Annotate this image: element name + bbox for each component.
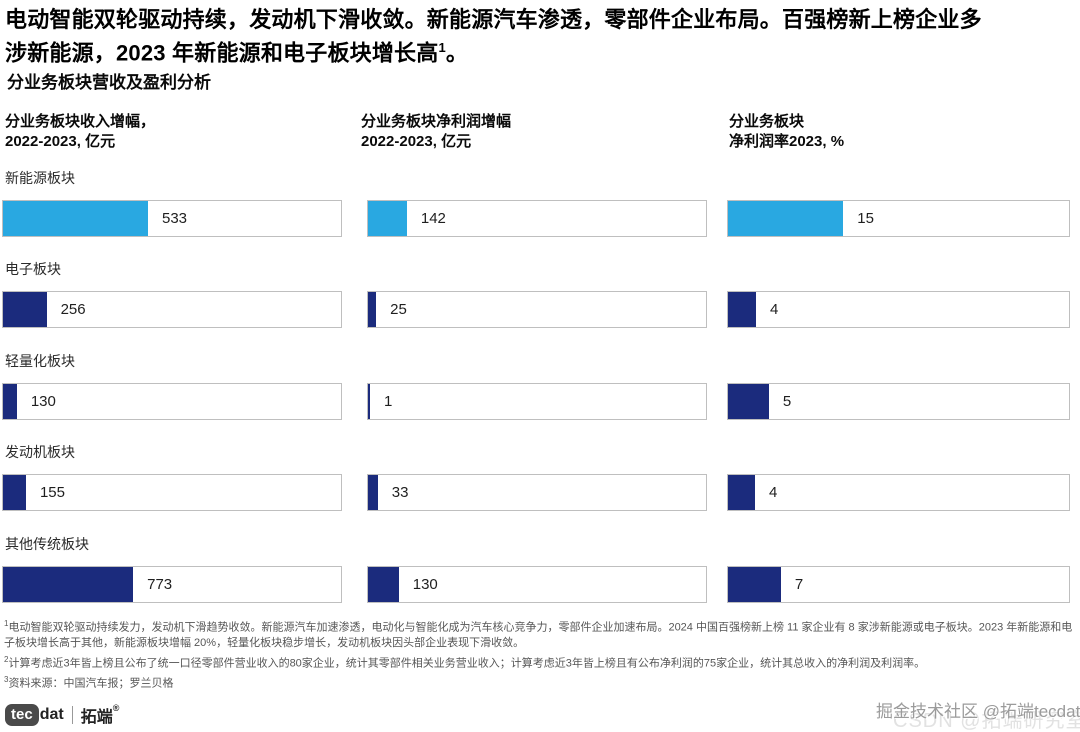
watermark-csdn: CSDN @拓端研究室 — [893, 710, 1080, 732]
bar-fill — [3, 567, 134, 602]
column-header-margin-line1: 分业务板块 — [729, 113, 805, 130]
bar-container: 15 — [727, 200, 1070, 237]
row-label: 其他传统板块 — [5, 536, 89, 552]
bar-value: 533 — [162, 210, 188, 227]
tecdat-logo-suffix: dat — [39, 706, 64, 723]
bar-value: 142 — [420, 210, 446, 227]
bar-fill — [368, 292, 377, 327]
footnote-2-marker: 2 — [4, 654, 9, 664]
footnote-1-text: 电动智能双轮驱动持续发力，发动机下滑趋势收敛。新能源汽车加速渗透，电动化与智能化… — [4, 621, 1073, 649]
bar-value: 130 — [412, 576, 438, 593]
footnote-source-marker: 3 — [4, 675, 9, 685]
title-line-1: 电动智能双轮驱动持续，发动机下滑收敛。新能源汽车渗透，零部件企业布局。百强榜新上… — [5, 7, 982, 32]
column-header-revenue: 分业务板块收入增幅， 2022-2023, 亿元 — [5, 112, 155, 152]
bar-container: 33 — [367, 474, 707, 511]
footnote-source-text: 资料来源：中国汽车报；罗兰贝格 — [8, 677, 174, 690]
title-period: 。 — [445, 40, 469, 66]
bar-fill — [728, 292, 756, 327]
tecdat-logo: tec dat 拓端® — [5, 702, 119, 728]
footnote-1: 1电动智能双轮驱动持续发力，发动机下滑趋势收敛。新能源汽车加速渗透，电动化与智能… — [4, 616, 1078, 651]
bar-fill — [3, 384, 17, 419]
bar-container: 4 — [727, 291, 1070, 328]
column-header-profit: 分业务板块净利润增幅 2022-2023, 亿元 — [361, 112, 511, 152]
title-footnote-marker: 1 — [438, 40, 446, 55]
bar-value: 155 — [39, 484, 65, 501]
bar-value: 25 — [390, 301, 407, 318]
row-label: 轻量化板块 — [5, 353, 75, 369]
bar-value: 1 — [384, 393, 393, 410]
bar-container: 25 — [367, 291, 707, 328]
column-header-revenue-line1: 分业务板块收入增幅， — [5, 113, 156, 130]
bar-container: 533 — [2, 200, 342, 237]
bar-container: 130 — [367, 566, 707, 603]
bar-value: 15 — [857, 210, 874, 227]
page-title: 电动智能双轮驱动持续，发动机下滑收敛。新能源汽车渗透，零部件企业布局。百强榜新上… — [5, 6, 1069, 67]
title-line-2: 涉新能源，2023 年新能源和电子板块增长高 — [5, 40, 439, 66]
bar-container: 4 — [727, 474, 1070, 511]
column-header-margin-line2: 净利润率2023, % — [729, 133, 845, 150]
column-header-profit-line2: 2022-2023, 亿元 — [361, 133, 472, 150]
bar-fill — [3, 201, 148, 236]
bar-fill — [3, 475, 26, 510]
bar-fill — [368, 475, 378, 510]
chart-title: 分业务板块营收及盈利分析 — [7, 73, 211, 92]
bar-fill — [368, 201, 407, 236]
bar-container: 7 — [727, 566, 1070, 603]
column-header-margin: 分业务板块 净利润率2023, % — [729, 112, 844, 152]
column-header-revenue-line2: 2022-2023, 亿元 — [5, 133, 116, 150]
bar-fill — [728, 475, 755, 510]
bar-container: 256 — [2, 291, 342, 328]
bar-container: 155 — [2, 474, 342, 511]
footnote-source: 3资料来源：中国汽车报；罗兰贝格 — [4, 672, 1078, 692]
bar-value: 4 — [769, 301, 779, 318]
bar-value: 773 — [147, 576, 173, 593]
bar-fill — [728, 567, 781, 602]
bar-fill — [368, 567, 399, 602]
bar-container: 773 — [2, 566, 342, 603]
row-label: 电子板块 — [5, 261, 61, 277]
bar-container: 130 — [2, 383, 342, 420]
bar-fill — [728, 384, 769, 419]
bar-fill — [3, 292, 47, 327]
registered-mark: ® — [112, 703, 120, 713]
bar-container: 1 — [367, 383, 707, 420]
bar-value: 5 — [782, 393, 792, 410]
footnote-2: 2计算考虑近3年皆上榜且公布了统一口径零部件营业收入的80家企业，统计其零部件相… — [4, 652, 1078, 672]
tecdat-logo-cn: 拓端® — [81, 703, 120, 727]
bar-value: 256 — [60, 301, 86, 318]
bar-value: 130 — [30, 393, 56, 410]
watermark-juejin: 掘金技术社区 @拓端tecdat — [876, 702, 1080, 721]
bar-container: 142 — [367, 200, 707, 237]
bar-fill — [368, 384, 371, 419]
bar-container: 5 — [727, 383, 1070, 420]
bar-value: 7 — [794, 576, 804, 593]
tecdat-logo-badge: tec — [5, 704, 39, 726]
bar-value: 33 — [391, 484, 409, 501]
bar-fill — [728, 201, 844, 236]
footnotes: 1电动智能双轮驱动持续发力，发动机下滑趋势收敛。新能源汽车加速渗透，电动化与智能… — [4, 616, 1078, 693]
footnote-2-text: 计算考虑近3年皆上榜且公布了统一口径零部件营业收入的80家企业，统计其零部件相关… — [8, 657, 926, 670]
row-label: 发动机板块 — [5, 444, 75, 460]
footnote-1-marker: 1 — [4, 619, 9, 628]
tecdat-logo-cn-text: 拓端 — [80, 709, 113, 726]
bar-value: 4 — [768, 484, 778, 501]
logo-divider — [71, 706, 73, 724]
column-header-profit-line1: 分业务板块净利润增幅 — [361, 113, 512, 130]
row-label: 新能源板块 — [5, 170, 75, 186]
